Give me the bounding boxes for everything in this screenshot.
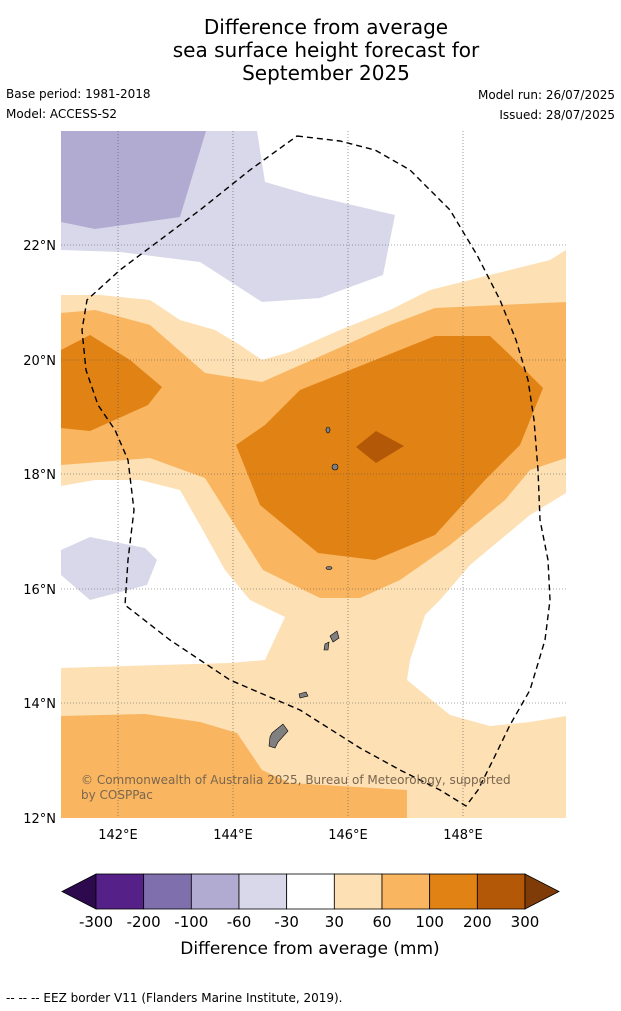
colorbar-tick-label: 30 <box>325 913 344 931</box>
island-6 <box>298 691 309 699</box>
colorbar-segment <box>286 873 335 910</box>
colorbar-tick-label: 200 <box>463 913 492 931</box>
neutral-west <box>61 480 285 668</box>
band-100-200-west <box>61 335 162 431</box>
lat-label-16: 16°N <box>23 583 56 598</box>
island-4 <box>329 630 340 643</box>
band-minus-60-minus-100 <box>61 131 206 229</box>
eez-border <box>81 135 551 807</box>
colorbar-segment <box>143 873 192 910</box>
islands <box>268 426 340 749</box>
sea-level-anomaly-field <box>61 131 566 818</box>
lat-label-20: 20°N <box>23 354 56 369</box>
copyright-line-2: by COSPPac <box>81 788 153 802</box>
colorbar-segment <box>95 873 145 910</box>
colorbar-tick-label: -200 <box>127 913 161 931</box>
lat-label-14: 14°N <box>23 697 56 712</box>
colorbar-segment <box>476 873 526 910</box>
colorbar-tick-label: -300 <box>79 913 113 931</box>
island-2 <box>331 463 339 471</box>
colorbar-extend-min <box>61 873 97 910</box>
colorbar-segment <box>190 873 240 910</box>
colorbar-tick-label: -30 <box>274 913 299 931</box>
colorbar-segment <box>238 873 288 910</box>
colorbar-tick-label: 300 <box>511 913 540 931</box>
band-200-300 <box>356 431 404 463</box>
title-line-2: sea surface height forecast for <box>172 38 480 62</box>
island-guam <box>268 723 289 749</box>
colorbar-segment <box>381 873 431 910</box>
lon-label-144: 144°E <box>213 828 253 843</box>
neutral-east <box>407 493 566 726</box>
chart-title: Difference from average sea surface heig… <box>0 16 621 85</box>
colorbar-extend-max <box>524 873 560 910</box>
base-period: Base period: 1981-2018 <box>6 87 151 101</box>
colorbar-label: Difference from average (mm) <box>180 939 439 959</box>
lon-label-146: 146°E <box>328 828 368 843</box>
lon-label-142: 142°E <box>98 828 138 843</box>
issued-date: Issued: 28/07/2025 <box>499 108 615 122</box>
colorbar-tick-label: 100 <box>415 913 444 931</box>
island-3 <box>325 566 333 570</box>
model-run: Model run: 26/07/2025 <box>477 88 615 102</box>
eez-footnote: -- -- -- EEZ border V11 (Flanders Marine… <box>6 991 343 1005</box>
island-5 <box>323 641 330 651</box>
colorbar: -300 -200 -100 -60 -30 30 60 100 200 300 <box>61 873 560 931</box>
band-60-100-south <box>61 714 407 818</box>
colorbar-tick-label: 60 <box>372 913 391 931</box>
band-minus-30-minus-60-west <box>61 537 157 600</box>
lon-label-148: 148°E <box>443 828 483 843</box>
lat-label-12: 12°N <box>23 812 56 827</box>
lat-label-22: 22°N <box>23 239 56 254</box>
colorbar-segment <box>429 873 478 910</box>
gridlines <box>61 131 566 818</box>
title-line-1: Difference from average <box>203 15 449 39</box>
colorbar-segment <box>333 873 383 910</box>
model-name: Model: ACCESS-S2 <box>6 107 118 121</box>
copyright-line-1: © Commonwealth of Australia 2025, Bureau… <box>81 773 511 787</box>
title-line-3: September 2025 <box>242 61 410 85</box>
island-1 <box>325 426 331 434</box>
colorbar-tick-label: -100 <box>174 913 208 931</box>
colorbar-tick-label: -60 <box>227 913 252 931</box>
lat-label-18: 18°N <box>23 468 56 483</box>
